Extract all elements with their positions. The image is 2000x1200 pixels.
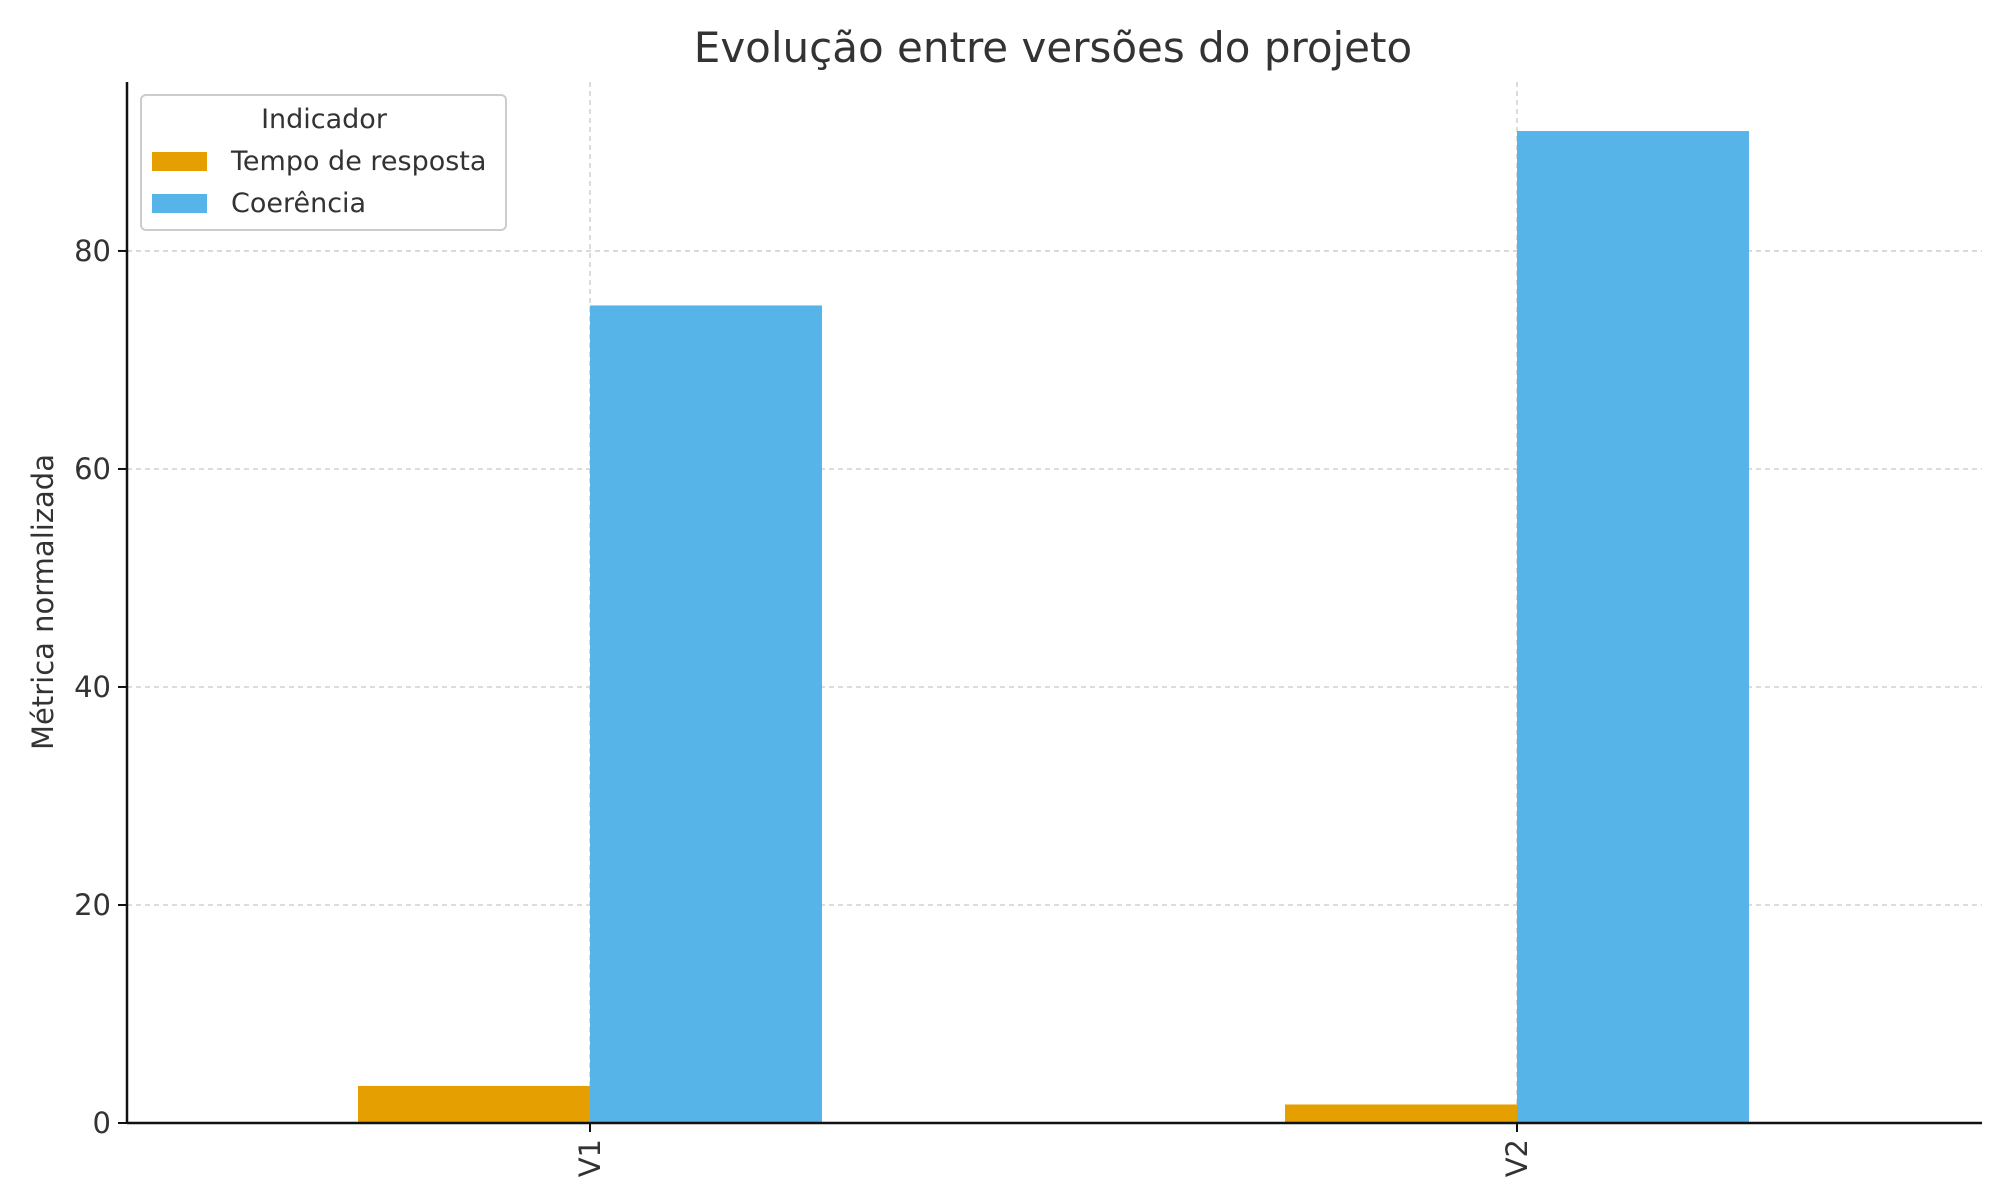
legend-label-coerencia: Coerência [231, 188, 366, 219]
y-tick-label: 40 [74, 670, 111, 704]
chart-title: Evolução entre versões do projeto [694, 23, 1412, 72]
legend-swatch-tempo-de-resposta [152, 152, 207, 171]
legend-swatch-coerencia [152, 194, 207, 213]
y-tick-label: 20 [74, 888, 111, 922]
y-axis-label: Métrica normalizada [26, 454, 60, 750]
bar-tempo-de-resposta-v1 [358, 1085, 590, 1123]
legend-box [140, 94, 507, 231]
bar-coerência-v2 [1517, 131, 1749, 1123]
bar-coerência-v1 [590, 305, 822, 1124]
y-tick-label: 80 [74, 234, 111, 268]
x-axis-ticks: V1 V2 [573, 1123, 1534, 1177]
legend-title: Indicador [261, 104, 388, 135]
axes [125, 82, 1982, 1125]
x-tick-label: V1 [573, 1139, 607, 1177]
y-tick-label: 0 [93, 1106, 111, 1140]
x-tick-label: V2 [1500, 1139, 1534, 1177]
y-axis-ticks: 0 20 40 60 80 [74, 234, 127, 1140]
legend-label-tempo-de-resposta: Tempo de resposta [230, 146, 486, 177]
bar-tempo-de-resposta-v2 [1285, 1104, 1517, 1123]
bars [358, 131, 1749, 1124]
y-tick-label: 60 [74, 452, 111, 486]
legend: Indicador Tempo de resposta Coerência [140, 94, 507, 231]
